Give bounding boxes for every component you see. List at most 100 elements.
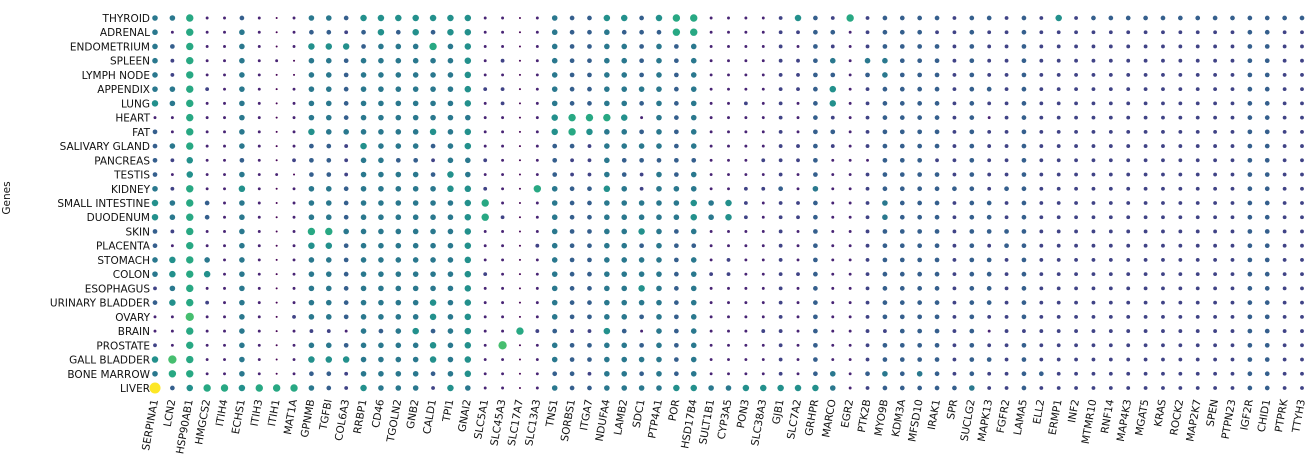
dot — [620, 14, 628, 22]
dot — [639, 157, 644, 163]
dot — [1213, 343, 1218, 348]
dot — [535, 116, 539, 120]
dot — [1143, 44, 1148, 49]
dot — [395, 342, 402, 349]
x-tick-label: LAMB2 — [612, 398, 630, 436]
dot — [690, 199, 697, 207]
dot — [1195, 286, 1200, 291]
dot — [275, 145, 278, 148]
dot — [1074, 158, 1078, 163]
dot — [186, 384, 194, 392]
dot — [552, 172, 558, 177]
dot — [1282, 386, 1287, 390]
dot — [794, 14, 802, 22]
row-label: SMALL INTESTINE — [57, 198, 150, 210]
dot — [952, 58, 957, 63]
dot — [360, 142, 367, 150]
dot — [917, 271, 923, 277]
dot — [1055, 14, 1062, 22]
dot — [569, 72, 575, 78]
dot — [153, 329, 157, 333]
dot — [360, 114, 367, 121]
dot — [569, 214, 575, 220]
dot — [360, 200, 367, 206]
dot — [987, 30, 992, 35]
dot — [170, 158, 175, 163]
dot — [152, 143, 158, 149]
dot — [1143, 58, 1148, 63]
dot — [378, 171, 384, 178]
dot — [152, 15, 158, 21]
dot — [1282, 58, 1287, 63]
dot — [464, 85, 472, 93]
dot — [987, 44, 992, 49]
dot — [1126, 229, 1131, 234]
dot — [205, 144, 209, 148]
dot — [239, 171, 245, 178]
dot — [1300, 300, 1304, 305]
dot — [292, 144, 296, 148]
dot — [378, 299, 384, 306]
dot — [1091, 73, 1096, 77]
dot — [344, 371, 349, 376]
dot — [292, 314, 296, 319]
dot — [1074, 258, 1078, 262]
dot — [360, 157, 367, 164]
dot — [308, 100, 315, 107]
dot — [1264, 200, 1270, 206]
dot — [447, 129, 454, 135]
dot — [518, 88, 521, 91]
dot — [1039, 158, 1044, 163]
dot — [1247, 385, 1253, 391]
dot — [535, 30, 539, 34]
dot — [727, 244, 730, 248]
dot — [969, 101, 975, 106]
dot — [1264, 342, 1270, 348]
dot — [813, 86, 818, 92]
dot — [186, 270, 194, 278]
dot — [395, 271, 402, 277]
dot — [621, 214, 628, 221]
dot — [1074, 129, 1078, 134]
dot — [360, 328, 367, 334]
x-tick-label: IRAK1 — [926, 398, 943, 430]
dot — [292, 201, 296, 205]
dot — [1264, 58, 1270, 64]
dot — [447, 285, 454, 292]
dot — [1074, 272, 1078, 277]
dot — [430, 285, 436, 292]
dot — [587, 214, 592, 220]
dot — [621, 228, 628, 235]
dot — [343, 15, 349, 21]
dot — [1161, 58, 1165, 63]
dot — [1300, 44, 1304, 49]
dot — [1091, 144, 1096, 148]
dot — [378, 57, 384, 64]
dot — [1021, 286, 1027, 291]
dot — [1247, 371, 1253, 377]
dot — [430, 143, 436, 149]
dot — [1195, 158, 1200, 163]
dot — [378, 314, 384, 320]
dot — [1126, 44, 1131, 49]
x-tick-label: MYO9B — [873, 398, 891, 437]
dot — [447, 185, 454, 193]
dot — [152, 72, 158, 78]
dot — [1161, 386, 1165, 390]
dot — [882, 214, 888, 221]
dot — [1039, 186, 1044, 191]
dot — [882, 271, 888, 277]
dot — [899, 143, 905, 149]
dot — [1074, 73, 1078, 77]
dot — [986, 86, 992, 92]
dot — [1161, 129, 1165, 134]
x-tick-label: GPNMB — [299, 398, 318, 438]
dot — [1247, 15, 1253, 21]
dot — [778, 314, 783, 319]
dot — [1195, 15, 1201, 21]
dot — [726, 272, 731, 277]
dot — [813, 243, 818, 249]
dot — [412, 370, 419, 377]
dot — [378, 157, 384, 164]
row-label: THYROID — [102, 13, 150, 25]
